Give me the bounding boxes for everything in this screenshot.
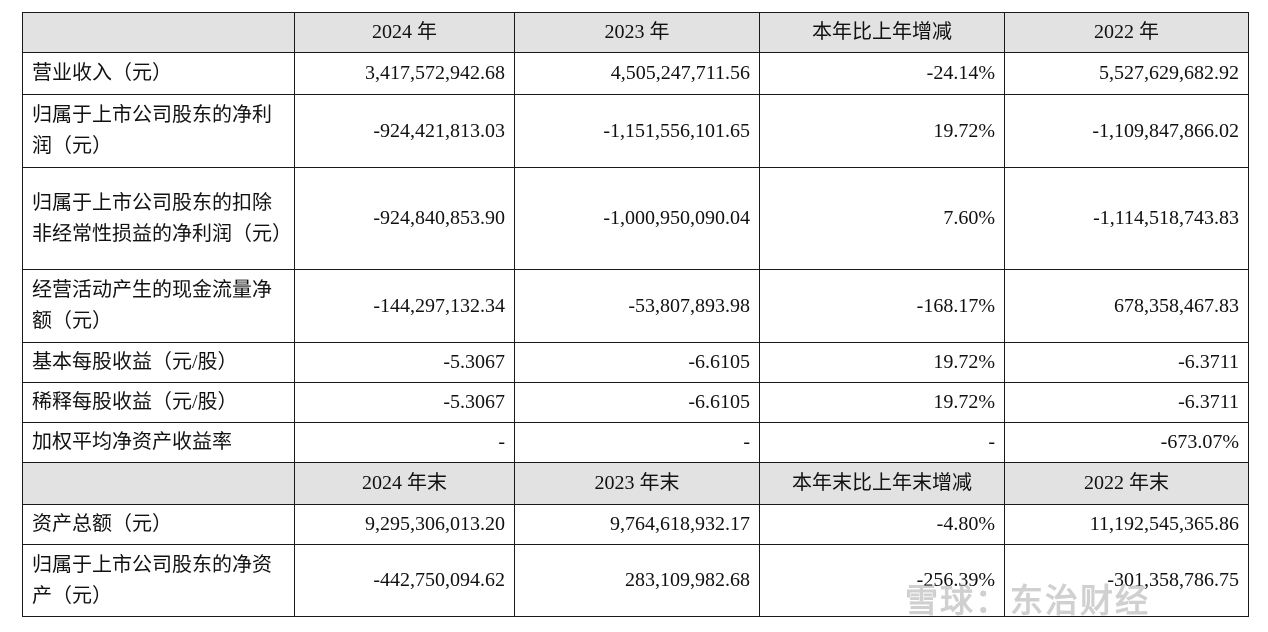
table-row: 归属于上市公司股东的净利润（元） -924,421,813.03 -1,151,… <box>22 94 1249 168</box>
value-2024: -5.3067 <box>294 342 515 383</box>
value-2024: -5.3067 <box>294 382 515 423</box>
value-2023: 9,764,618,932.17 <box>514 504 760 545</box>
row-label: 加权平均净资产收益率 <box>22 422 295 463</box>
row-label: 资产总额（元） <box>22 504 295 545</box>
header-corner-cell <box>22 12 295 53</box>
value-change: 19.72% <box>759 342 1005 383</box>
header-change-end: 本年末比上年末增减 <box>759 462 1005 505</box>
value-2022: -1,109,847,866.02 <box>1004 94 1249 168</box>
value-2022: -1,114,518,743.83 <box>1004 167 1249 270</box>
value-2023: -6.6105 <box>514 342 760 383</box>
value-2022: 11,192,545,365.86 <box>1004 504 1249 545</box>
header-2022: 2022 年 <box>1004 12 1249 53</box>
value-change: 19.72% <box>759 382 1005 423</box>
value-change: -24.14% <box>759 52 1005 95</box>
value-2023: -53,807,893.98 <box>514 269 760 343</box>
table-row: 经营活动产生的现金流量净额（元） -144,297,132.34 -53,807… <box>22 269 1249 343</box>
header-2024: 2024 年 <box>294 12 515 53</box>
table-header-row: 2024 年 2023 年 本年比上年增减 2022 年 <box>22 12 1249 53</box>
value-2024: 9,295,306,013.20 <box>294 504 515 545</box>
table-row: 归属于上市公司股东的净资产（元） -442,750,094.62 283,109… <box>22 544 1249 617</box>
value-2023: -1,151,556,101.65 <box>514 94 760 168</box>
value-change: -256.39% <box>759 544 1005 617</box>
table-row: 资产总额（元） 9,295,306,013.20 9,764,618,932.1… <box>22 504 1249 545</box>
value-2024: -442,750,094.62 <box>294 544 515 617</box>
value-2023: 283,109,982.68 <box>514 544 760 617</box>
value-change: -4.80% <box>759 504 1005 545</box>
row-label: 基本每股收益（元/股） <box>22 342 295 383</box>
value-2023: - <box>514 422 760 463</box>
header-corner-cell <box>22 462 295 505</box>
value-change: 19.72% <box>759 94 1005 168</box>
value-2022: -673.07% <box>1004 422 1249 463</box>
row-label: 归属于上市公司股东的扣除非经常性损益的净利润（元） <box>22 167 295 270</box>
value-2022: -6.3711 <box>1004 342 1249 383</box>
row-label: 营业收入（元） <box>22 52 295 95</box>
value-2022: 5,527,629,682.92 <box>1004 52 1249 95</box>
header-2023-end: 2023 年末 <box>514 462 760 505</box>
table-row: 归属于上市公司股东的扣除非经常性损益的净利润（元） -924,840,853.9… <box>22 167 1249 270</box>
header-2024-end: 2024 年末 <box>294 462 515 505</box>
table-row: 加权平均净资产收益率 - - - -673.07% <box>22 422 1249 463</box>
row-label: 稀释每股收益（元/股） <box>22 382 295 423</box>
value-2023: -1,000,950,090.04 <box>514 167 760 270</box>
value-2024: 3,417,572,942.68 <box>294 52 515 95</box>
value-2023: -6.6105 <box>514 382 760 423</box>
value-2024: -924,840,853.90 <box>294 167 515 270</box>
header-2023: 2023 年 <box>514 12 760 53</box>
value-2024: -924,421,813.03 <box>294 94 515 168</box>
header-2022-end: 2022 年末 <box>1004 462 1249 505</box>
value-change: - <box>759 422 1005 463</box>
value-2022: -301,358,786.75 <box>1004 544 1249 617</box>
value-2022: -6.3711 <box>1004 382 1249 423</box>
value-2023: 4,505,247,711.56 <box>514 52 760 95</box>
table-header-row: 2024 年末 2023 年末 本年末比上年末增减 2022 年末 <box>22 462 1249 505</box>
value-change: 7.60% <box>759 167 1005 270</box>
financial-summary-table: 2024 年 2023 年 本年比上年增减 2022 年 营业收入（元） 3,4… <box>22 12 1249 617</box>
row-label: 归属于上市公司股东的净利润（元） <box>22 94 295 168</box>
header-change: 本年比上年增减 <box>759 12 1005 53</box>
value-2022: 678,358,467.83 <box>1004 269 1249 343</box>
table-row: 基本每股收益（元/股） -5.3067 -6.6105 19.72% -6.37… <box>22 342 1249 383</box>
row-label: 经营活动产生的现金流量净额（元） <box>22 269 295 343</box>
value-2024: - <box>294 422 515 463</box>
table-row: 营业收入（元） 3,417,572,942.68 4,505,247,711.5… <box>22 52 1249 95</box>
table-row: 稀释每股收益（元/股） -5.3067 -6.6105 19.72% -6.37… <box>22 382 1249 423</box>
row-label: 归属于上市公司股东的净资产（元） <box>22 544 295 617</box>
value-2024: -144,297,132.34 <box>294 269 515 343</box>
value-change: -168.17% <box>759 269 1005 343</box>
